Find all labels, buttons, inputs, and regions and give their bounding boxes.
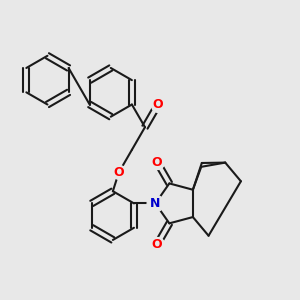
Text: O: O xyxy=(113,166,124,179)
Text: O: O xyxy=(153,98,164,111)
Text: O: O xyxy=(152,238,163,251)
Text: O: O xyxy=(152,156,163,169)
Text: N: N xyxy=(150,197,161,210)
